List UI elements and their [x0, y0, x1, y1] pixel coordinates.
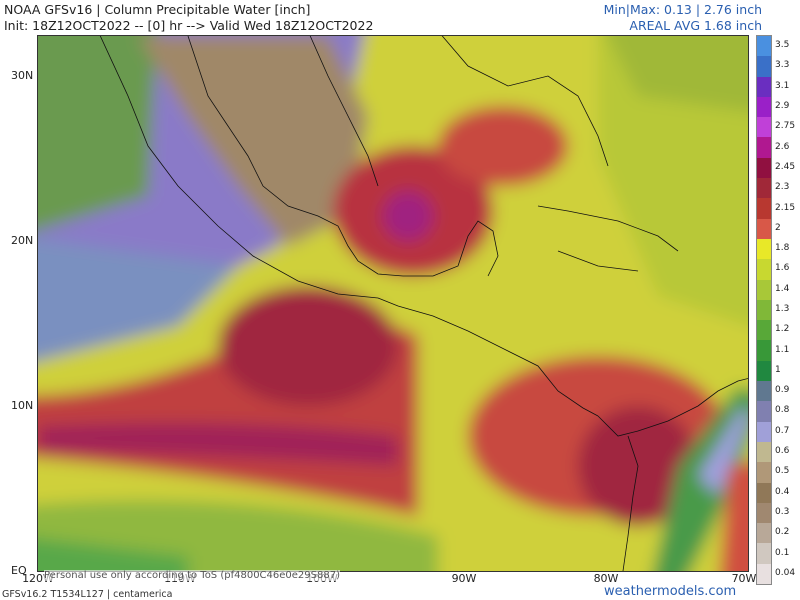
- colorbar-label: 1.2: [775, 324, 790, 335]
- colorbar-labels: 3.5 3.3 3.1 2.9 2.75 2.6 2.45 2.3 2.15 2 1.8 1.6 1.4…: [775, 35, 800, 583]
- colorbar-segment: [757, 117, 771, 138]
- minmax-text: Min|Max: 0.13 | 2.76 inch: [603, 2, 762, 17]
- colorbar-segment: [757, 259, 771, 280]
- areal-avg-text: AREAL AVG 1.68 inch: [629, 18, 762, 33]
- colorbar-label: 2.3: [775, 182, 790, 193]
- colorbar-segment: [757, 421, 771, 442]
- lat-tick-eq: EQ: [11, 564, 27, 577]
- colorbar-label: 0.04: [775, 567, 796, 578]
- colorbar-label: 1.6: [775, 263, 790, 274]
- stats-block: Min|Max: 0.13 | 2.76 inch AREAL AVG 1.68…: [604, 2, 762, 34]
- colorbar-segment: [757, 299, 771, 321]
- colorbar-label: 1.3: [775, 304, 790, 314]
- colorbar-label: 2: [775, 222, 781, 233]
- lon-tick-90w: 90W: [451, 572, 477, 585]
- usage-disclaimer: Personal use only according to ToS (pf48…: [44, 570, 340, 581]
- colorbar-label: 1.4: [775, 283, 790, 294]
- coastlines: [99, 36, 748, 571]
- colorbar-label: 0.8: [775, 405, 790, 416]
- colorbar: [756, 35, 772, 585]
- site-link[interactable]: weathermodels.com: [604, 584, 737, 599]
- colorbar-segment: [757, 401, 771, 422]
- colorbar-segment: [757, 56, 771, 77]
- colorbar-label: 0.3: [775, 506, 790, 517]
- colorbar-label: 2.75: [775, 121, 796, 132]
- colorbar-label: 2.45: [775, 161, 796, 172]
- colorbar-label: 3.1: [775, 80, 790, 91]
- colorbar-segment: [757, 178, 771, 199]
- colorbar-segment: [757, 36, 771, 57]
- colorbar-label: 3.3: [775, 60, 790, 71]
- colorbar-segment: [757, 441, 771, 463]
- colorbar-label: 0.1: [775, 547, 790, 558]
- colorbar-segment: [757, 218, 771, 239]
- lat-tick-30n: 30N: [11, 69, 34, 82]
- title-line-2: Init: 18Z12OCT2022 -- [0] hr --> Valid W…: [4, 18, 374, 33]
- colorbar-label: 1.1: [775, 344, 790, 355]
- colorbar-segment: [757, 462, 771, 483]
- colorbar-segment: [757, 279, 771, 300]
- model-info: GFSv16.2 T1534L127 | centamerica: [2, 589, 173, 600]
- colorbar-label: 0.9: [775, 385, 790, 396]
- lon-tick-80w: 80W: [593, 572, 619, 585]
- colorbar-segment: [757, 381, 771, 402]
- colorbar-label: 0.6: [775, 446, 790, 457]
- map-area[interactable]: [37, 35, 749, 572]
- map-title: NOAA GFSv16 | Column Precipitable Water …: [4, 2, 373, 34]
- colorbar-segment: [757, 502, 771, 524]
- colorbar-segment: [757, 137, 771, 158]
- colorbar-segment: [757, 320, 771, 341]
- colorbar-segment: [757, 198, 771, 219]
- colorbar-label: 0.2: [775, 527, 790, 538]
- colorbar-segment: [757, 360, 771, 382]
- title-line-1: NOAA GFSv16 | Column Precipitable Water …: [4, 2, 311, 17]
- lat-tick-20n: 20N: [11, 234, 34, 247]
- colorbar-segment: [757, 340, 771, 361]
- precipitable-water-map: [38, 36, 748, 571]
- colorbar-label: 1.8: [775, 243, 790, 254]
- lon-tick-70w: 70W: [731, 572, 757, 585]
- colorbar-segment: [757, 482, 771, 503]
- colorbar-label: 2.9: [775, 101, 790, 112]
- colorbar-segment: [757, 523, 771, 544]
- colorbar-label: 1: [775, 364, 781, 375]
- colorbar-segment: [757, 76, 771, 97]
- colorbar-segment: [757, 543, 771, 564]
- colorbar-segment: [757, 563, 771, 585]
- colorbar-label: 2.15: [775, 202, 796, 213]
- colorbar-label: 0.4: [775, 486, 790, 497]
- colorbar-segment: [757, 238, 771, 260]
- colorbar-label: 2.6: [775, 141, 790, 152]
- lat-tick-10n: 10N: [11, 399, 34, 412]
- colorbar-label: 3.5: [775, 40, 790, 51]
- colorbar-label: 0.7: [775, 425, 790, 436]
- colorbar-segment: [757, 157, 771, 179]
- colorbar-segment: [757, 96, 771, 118]
- colorbar-label: 0.5: [775, 466, 790, 477]
